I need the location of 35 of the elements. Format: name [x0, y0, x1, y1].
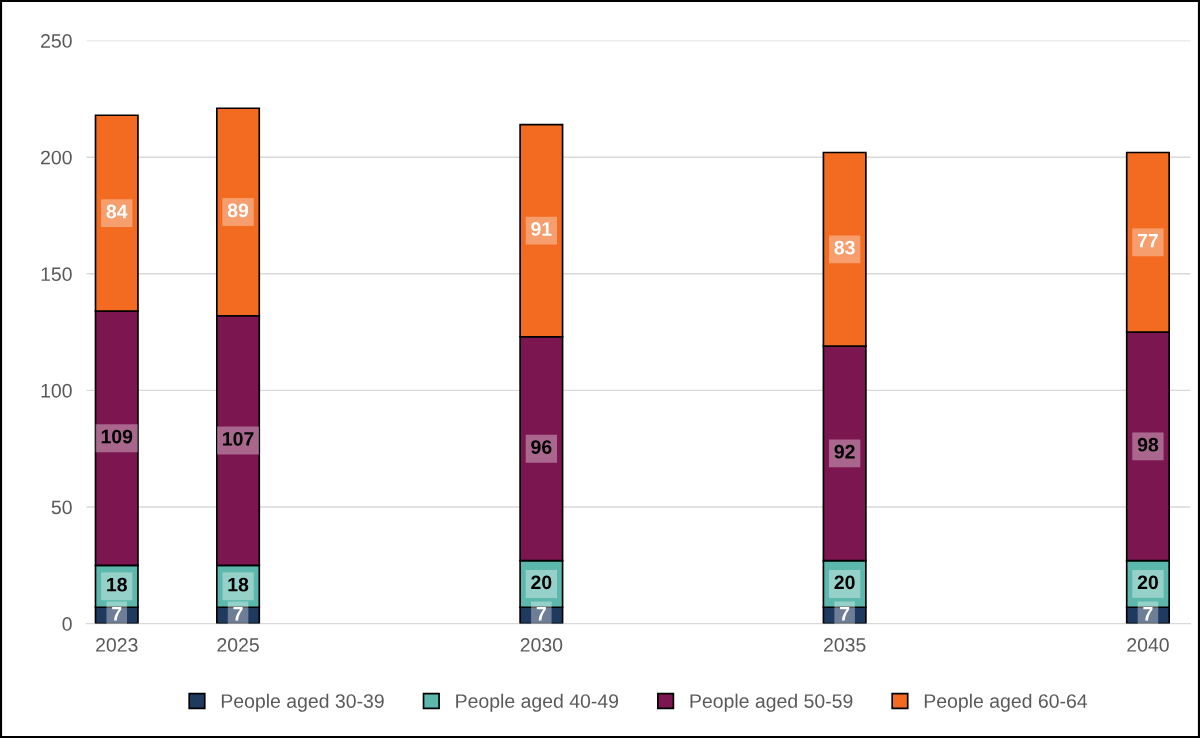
data-label: 77 — [1137, 233, 1158, 248]
data-label: 7 — [1143, 607, 1153, 621]
data-label: 84 — [106, 204, 128, 219]
data-label: 7 — [233, 607, 243, 621]
data-label: 7 — [840, 607, 850, 621]
legend-label: People aged 40-49 — [456, 693, 619, 712]
data-label: 107 — [223, 431, 254, 446]
x-tick-label: 2025 — [217, 638, 259, 652]
data-label: 20 — [1137, 575, 1158, 590]
x-tick-label: 2030 — [520, 638, 563, 652]
data-label: 7 — [112, 607, 122, 621]
x-tick-label: 2023 — [96, 638, 138, 652]
y-tick-label: 150 — [41, 267, 72, 282]
data-label: 18 — [107, 577, 127, 592]
data-label: 91 — [531, 222, 552, 236]
y-tick-label: 0 — [62, 617, 72, 631]
y-tick-label: 100 — [41, 383, 72, 398]
data-label: 89 — [227, 203, 249, 218]
x-tick-label: 2035 — [823, 638, 866, 652]
data-label: 96 — [531, 440, 552, 454]
data-label: 7 — [536, 607, 546, 621]
data-label: 92 — [834, 444, 855, 459]
data-label: 20 — [531, 575, 552, 590]
y-tick-label: 200 — [41, 150, 72, 165]
data-label: 18 — [228, 577, 249, 592]
y-tick-label: 50 — [51, 500, 72, 515]
y-tick-label: 250 — [41, 34, 72, 48]
legend-label: People aged 50-59 — [690, 693, 853, 712]
legend-label: People aged 30-39 — [221, 693, 384, 712]
data-label: 98 — [1137, 437, 1159, 452]
x-tick-label: 2040 — [1127, 638, 1169, 652]
legend-label: People aged 60-64 — [924, 693, 1088, 712]
data-label: 109 — [101, 429, 133, 444]
data-label: 83 — [834, 240, 855, 255]
data-label: 20 — [834, 575, 855, 590]
